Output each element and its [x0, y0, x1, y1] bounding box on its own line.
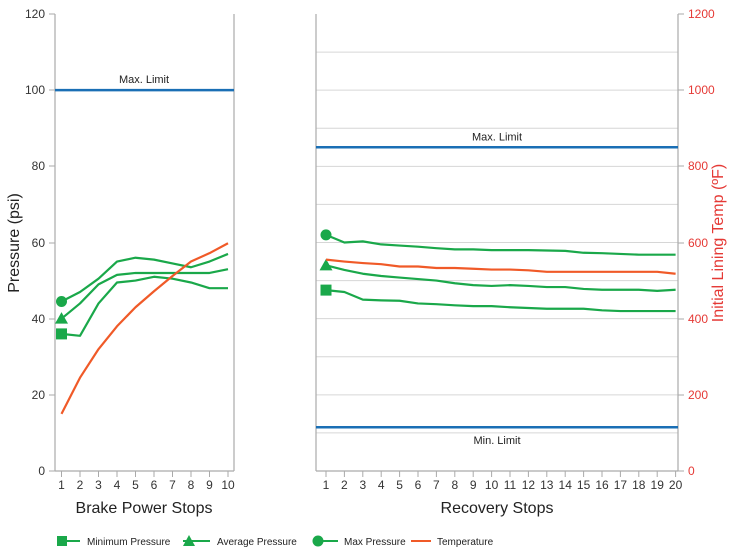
- y-tick-label: 40: [32, 312, 46, 326]
- legend-item-minimum-pressure: Minimum Pressure: [57, 536, 171, 548]
- max-pressure-line: [60, 252, 229, 303]
- legend-label: Temperature: [437, 537, 494, 548]
- y2-tick-label: 200: [688, 388, 708, 402]
- max-pressure-circle-marker: [56, 296, 67, 308]
- circle-marker-icon: [312, 535, 324, 547]
- left-reference-lines: Max. Limit: [55, 74, 234, 92]
- left-chart: 0 20 40 60 80 100 120 Pressure (psi) 1 2…: [6, 7, 235, 517]
- triangle-marker-icon: [183, 535, 195, 546]
- x-tick-label: 5: [132, 478, 139, 492]
- x-tick-label: 2: [77, 478, 84, 492]
- max-limit-label: Max. Limit: [472, 131, 522, 143]
- y-tick-label: 80: [32, 159, 46, 173]
- right-y-ticks: 0 200 400 600 800 1000 1200: [678, 7, 715, 478]
- legend-label: Max Pressure: [344, 537, 406, 548]
- y2-tick-label: 400: [688, 312, 708, 326]
- x-tick-label: 6: [151, 478, 158, 492]
- y-tick-label: 120: [25, 7, 45, 21]
- x-tick-label: 4: [378, 478, 385, 492]
- y2-tick-label: 1000: [688, 83, 715, 97]
- right-reference-lines: Max. Limit Min. Limit: [316, 131, 678, 447]
- x-tick-label: 13: [540, 478, 554, 492]
- right-gridlines: [316, 51, 678, 434]
- x-tick-label: 1: [58, 478, 65, 492]
- legend: Minimum Pressure Average Pressure Max Pr…: [57, 535, 494, 548]
- minimum-pressure-line: [325, 289, 676, 313]
- left-y-ticks: 0 20 40 60 80 100 120: [25, 7, 55, 478]
- x-tick-label: 17: [614, 478, 628, 492]
- x-tick-label: 3: [95, 478, 102, 492]
- y2-tick-label: 600: [688, 236, 708, 250]
- minimum-pressure-square-marker: [56, 328, 67, 340]
- legend-label: Average Pressure: [217, 537, 297, 548]
- y2-tick-label: 0: [688, 464, 695, 478]
- x-tick-label: 1: [323, 478, 330, 492]
- x-tick-label: 8: [188, 478, 195, 492]
- x-tick-label: 12: [522, 478, 536, 492]
- y-tick-label: 20: [32, 388, 46, 402]
- x-tick-label: 20: [669, 478, 683, 492]
- x-tick-label: 2: [341, 478, 348, 492]
- average-pressure-line: [60, 268, 229, 320]
- right-chart: 0 200 400 600 800 1000 1200 Initial Lini…: [315, 7, 727, 517]
- legend-item-temperature: Temperature: [411, 537, 494, 548]
- x-tick-label: 11: [504, 478, 517, 492]
- x-tick-label: 6: [415, 478, 422, 492]
- left-y-axis-title: Pressure (psi): [6, 193, 23, 293]
- average-pressure-triangle-marker: [55, 312, 68, 324]
- legend-item-average-pressure: Average Pressure: [183, 535, 297, 548]
- x-tick-label: 9: [470, 478, 477, 492]
- legend-label: Minimum Pressure: [87, 537, 171, 548]
- y-tick-label: 60: [32, 236, 46, 250]
- right-x-ticks: 1 2 3 4 5 6 7 8 9 10 11 12 13 14 15 16 17 18 19 20: [323, 471, 683, 492]
- average-pressure-triangle-marker: [319, 258, 333, 271]
- left-x-ticks: 1 2 3 4 5 6 7 8 9 10: [58, 471, 235, 492]
- max-pressure-line: [325, 233, 676, 256]
- max-pressure-circle-marker: [320, 229, 332, 241]
- y-tick-label: 100: [25, 83, 45, 97]
- square-marker-icon: [57, 536, 67, 546]
- x-tick-label: 7: [433, 478, 440, 492]
- min-limit-label: Min. Limit: [473, 435, 520, 447]
- x-tick-label: 7: [169, 478, 176, 492]
- x-tick-label: 5: [396, 478, 403, 492]
- left-x-axis-title: Brake Power Stops: [76, 500, 213, 517]
- minimum-pressure-square-marker: [320, 284, 332, 296]
- x-tick-label: 19: [651, 478, 665, 492]
- x-tick-label: 4: [114, 478, 121, 492]
- x-tick-label: 10: [221, 478, 235, 492]
- x-tick-label: 9: [206, 478, 213, 492]
- average-pressure-line: [325, 264, 676, 292]
- right-y-axis-title: Initial Lining Temp (ºF): [710, 164, 727, 323]
- y2-tick-label: 800: [688, 159, 708, 173]
- x-tick-label: 3: [359, 478, 366, 492]
- minimum-pressure-line: [61, 275, 228, 337]
- left-series-group: [55, 242, 229, 415]
- temperature-line: [60, 242, 229, 415]
- x-tick-label: 8: [451, 478, 458, 492]
- y-tick-label: 0: [38, 464, 45, 478]
- legend-item-max-pressure: Max Pressure: [312, 535, 406, 548]
- temperature-line: [325, 258, 676, 275]
- y2-tick-label: 1200: [688, 7, 715, 21]
- x-tick-label: 16: [595, 478, 609, 492]
- right-series-group: [319, 229, 676, 313]
- max-limit-label: Max. Limit: [119, 74, 169, 86]
- x-tick-label: 14: [559, 478, 573, 492]
- x-tick-label: 18: [632, 478, 646, 492]
- x-tick-label: 10: [485, 478, 499, 492]
- right-x-axis-title: Recovery Stops: [441, 500, 554, 517]
- x-tick-label: 15: [577, 478, 591, 492]
